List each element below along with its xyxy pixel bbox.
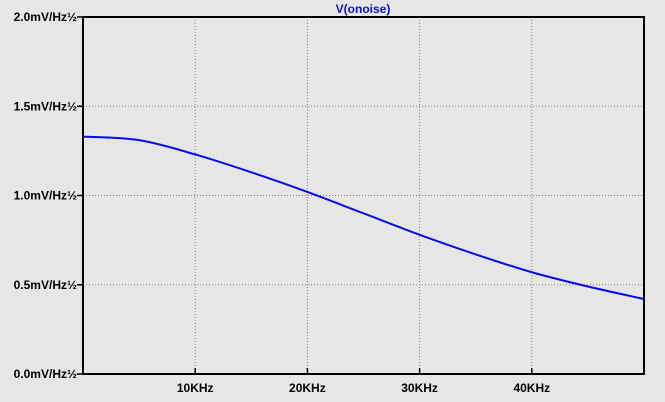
trace-layer <box>82 135 645 301</box>
trace-name-label[interactable]: V(onoise) <box>336 2 391 16</box>
grid-lines <box>83 17 644 374</box>
y-tick-label: 1.0mV/Hz½ <box>14 189 77 203</box>
tick-labels: 10KHz 20KHz 30KHz 40KHz 0.0mV/Hz½ 0.5mV/Hz½ 1.… <box>14 10 551 395</box>
y-tick-label: 2.0mV/Hz½ <box>14 10 77 24</box>
series-line-onoise <box>82 135 645 301</box>
y-tick-label: 0.5mV/Hz½ <box>14 278 77 292</box>
x-tick-label: 30KHz <box>401 381 438 395</box>
y-tick-label: 0.0mV/Hz½ <box>14 367 77 381</box>
x-tick-label: 40KHz <box>513 381 550 395</box>
tick-marks <box>77 16 533 375</box>
x-tick-label: 20KHz <box>289 381 326 395</box>
y-tick-label: 1.5mV/Hz½ <box>14 99 77 113</box>
x-tick-label: 10KHz <box>177 381 214 395</box>
